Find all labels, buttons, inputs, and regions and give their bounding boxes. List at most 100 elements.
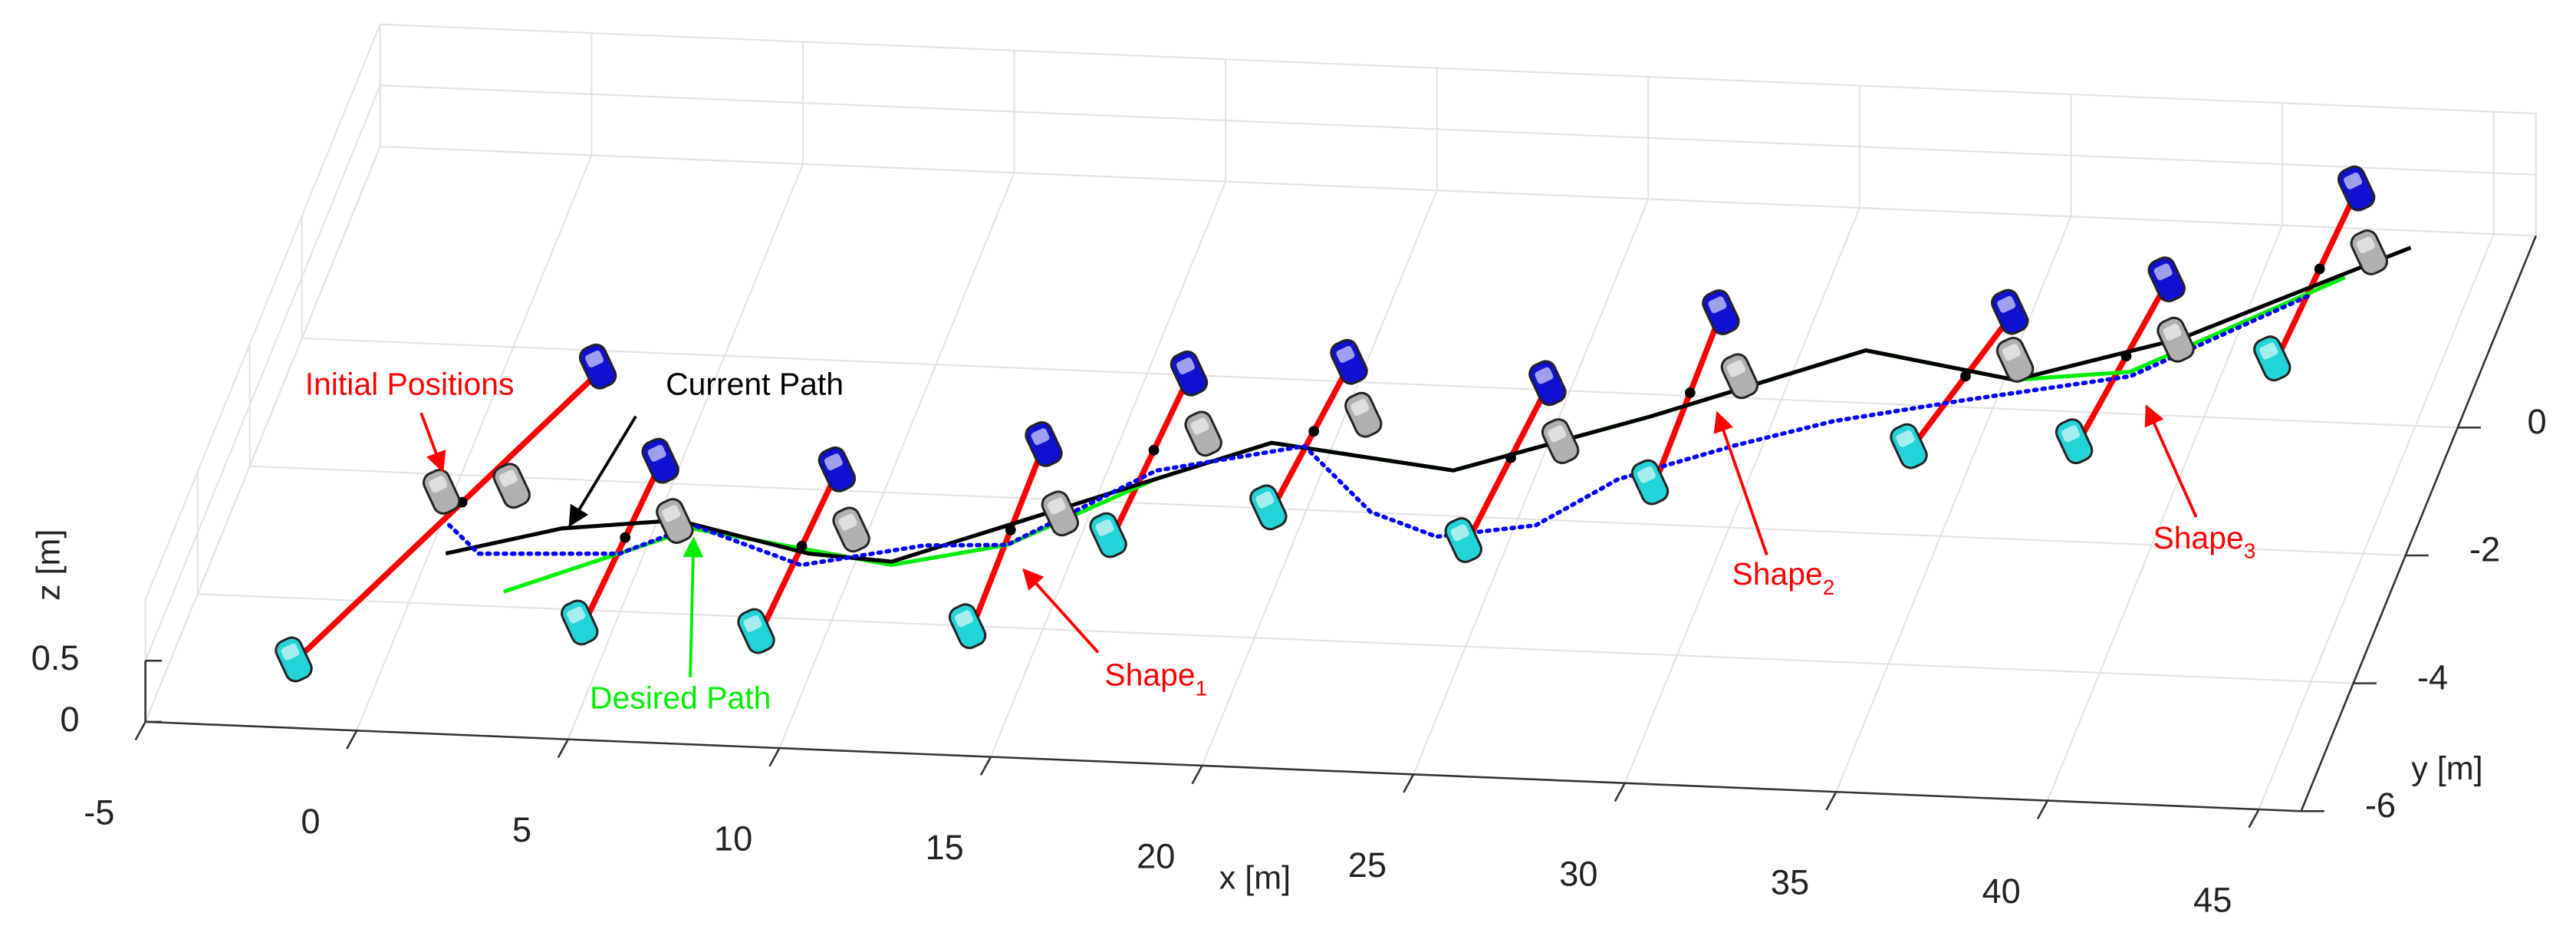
- annotation-arrow: [2144, 404, 2198, 518]
- x-tick-mark: [2036, 799, 2049, 819]
- robot-icon-top: [1535, 367, 1554, 384]
- robot-icon-top: [1031, 428, 1050, 446]
- robot-icon: [578, 343, 617, 390]
- robot-icon-top: [2344, 172, 2363, 189]
- robot-icon-top: [662, 505, 681, 522]
- robot-icon: [2337, 165, 2376, 212]
- robot-icon-top: [1708, 296, 1727, 314]
- grid-line: [356, 154, 593, 731]
- robot-icon-top: [1997, 295, 2016, 313]
- robot-icon: [2157, 316, 2195, 363]
- formation-line: [760, 478, 837, 629]
- x-tick-mark: [2248, 809, 2260, 829]
- robot-icon-top: [1637, 466, 1656, 483]
- annotation: Shape2: [1732, 556, 1835, 599]
- x-tick-label: 0: [301, 802, 320, 841]
- annotation-text: Current Path: [666, 367, 844, 402]
- x-tick-label: -5: [84, 793, 114, 832]
- x-tick-mark: [1825, 791, 1837, 811]
- robot-icon-top: [585, 351, 604, 367]
- grid-line: [144, 84, 381, 661]
- robot-icon-body: [1170, 350, 1209, 397]
- x-tick-label: 40: [1982, 872, 2020, 911]
- x-tick-mark: [134, 721, 146, 741]
- robot-icon: [1041, 490, 1080, 537]
- robot-icon: [832, 506, 870, 553]
- robot-icon-body: [1991, 288, 2029, 335]
- robot-icon: [1720, 353, 1759, 400]
- annotation-arrow: [683, 536, 704, 677]
- robot-icon: [1528, 360, 1567, 407]
- robot-icon: [2350, 229, 2389, 275]
- formation-line: [1272, 370, 1349, 506]
- robot-icon-body: [1041, 490, 1080, 537]
- joint-dot: [1505, 452, 1516, 463]
- x-tick-label: 25: [1348, 845, 1387, 885]
- robot-icon: [275, 636, 313, 683]
- formation-line: [2078, 288, 2166, 440]
- robot-icon-top: [1255, 491, 1275, 509]
- x-tick-mark: [768, 747, 781, 767]
- robot-icon: [1890, 423, 1928, 470]
- annotation-text: Shape: [1732, 556, 1823, 592]
- robot-icon: [1991, 288, 2029, 335]
- x-tick-mark: [346, 730, 358, 750]
- robot-icon: [737, 608, 775, 654]
- grid-line: [1624, 207, 1860, 784]
- robot-icon: [1541, 418, 1580, 464]
- z-tick-label: 0: [60, 700, 79, 739]
- y-axis-label: y [m]: [2411, 750, 2482, 787]
- grid-line: [1835, 216, 2072, 793]
- robot-icon-top: [2163, 324, 2182, 341]
- grid-line: [301, 337, 2458, 429]
- robot-icon: [1170, 350, 1209, 397]
- robot-icon-top: [281, 643, 300, 661]
- robot-icon-top: [1190, 417, 1209, 435]
- grid-line: [380, 84, 2536, 176]
- annotation-arrow: [419, 412, 446, 473]
- robot-icon-top: [647, 444, 666, 462]
- formation-line: [583, 469, 660, 621]
- grid-line: [249, 465, 2406, 557]
- y-tick-label: -6: [2365, 786, 2396, 825]
- robot-icon: [948, 603, 987, 650]
- annotation-text: Shape: [1104, 657, 1195, 693]
- formation-line: [1913, 320, 2009, 445]
- robot-icon-top: [498, 470, 518, 487]
- robot-icon-top: [743, 615, 762, 632]
- formation-line: [1653, 321, 1721, 480]
- annotation: Desired Path: [590, 680, 771, 716]
- robot-icon-top: [1176, 358, 1195, 374]
- grid-line: [778, 172, 1015, 749]
- robot-icon-top: [567, 606, 586, 624]
- annotation-text: Initial Positions: [305, 367, 515, 402]
- robot-icon-body: [1344, 391, 1383, 438]
- robot-icon-body: [641, 437, 679, 484]
- robot-icon: [492, 463, 531, 509]
- robot-icon-body: [818, 446, 857, 493]
- robot-icon: [1995, 336, 2035, 383]
- annotation-text: Shape: [2153, 520, 2244, 555]
- robot-icon-body: [832, 506, 870, 553]
- robot-icon-top: [1726, 360, 1745, 377]
- z-axis-label: z [m]: [31, 529, 67, 601]
- annotation-text: Desired Path: [590, 680, 771, 716]
- x-tick-label: 10: [714, 819, 752, 858]
- robot-icon: [1344, 391, 1383, 438]
- y-axis-line: [2300, 235, 2537, 812]
- joint-dot: [2120, 351, 2132, 362]
- robot-icon: [2055, 418, 2094, 465]
- robot-icon-top: [2153, 263, 2173, 281]
- annotation-arrow: [1713, 410, 1768, 556]
- robot-icon-top: [1095, 519, 1114, 536]
- annotation-arrow: [1022, 568, 1100, 654]
- joint-dot: [620, 532, 631, 543]
- annotation: Shape3: [2153, 520, 2256, 563]
- x-tick-mark: [1614, 783, 1626, 802]
- robot-icon-top: [2356, 236, 2375, 254]
- robot-icon: [1444, 517, 1482, 563]
- joint-dot: [1308, 426, 1320, 437]
- formation-line: [2276, 196, 2356, 357]
- robot-icon: [1089, 512, 1127, 559]
